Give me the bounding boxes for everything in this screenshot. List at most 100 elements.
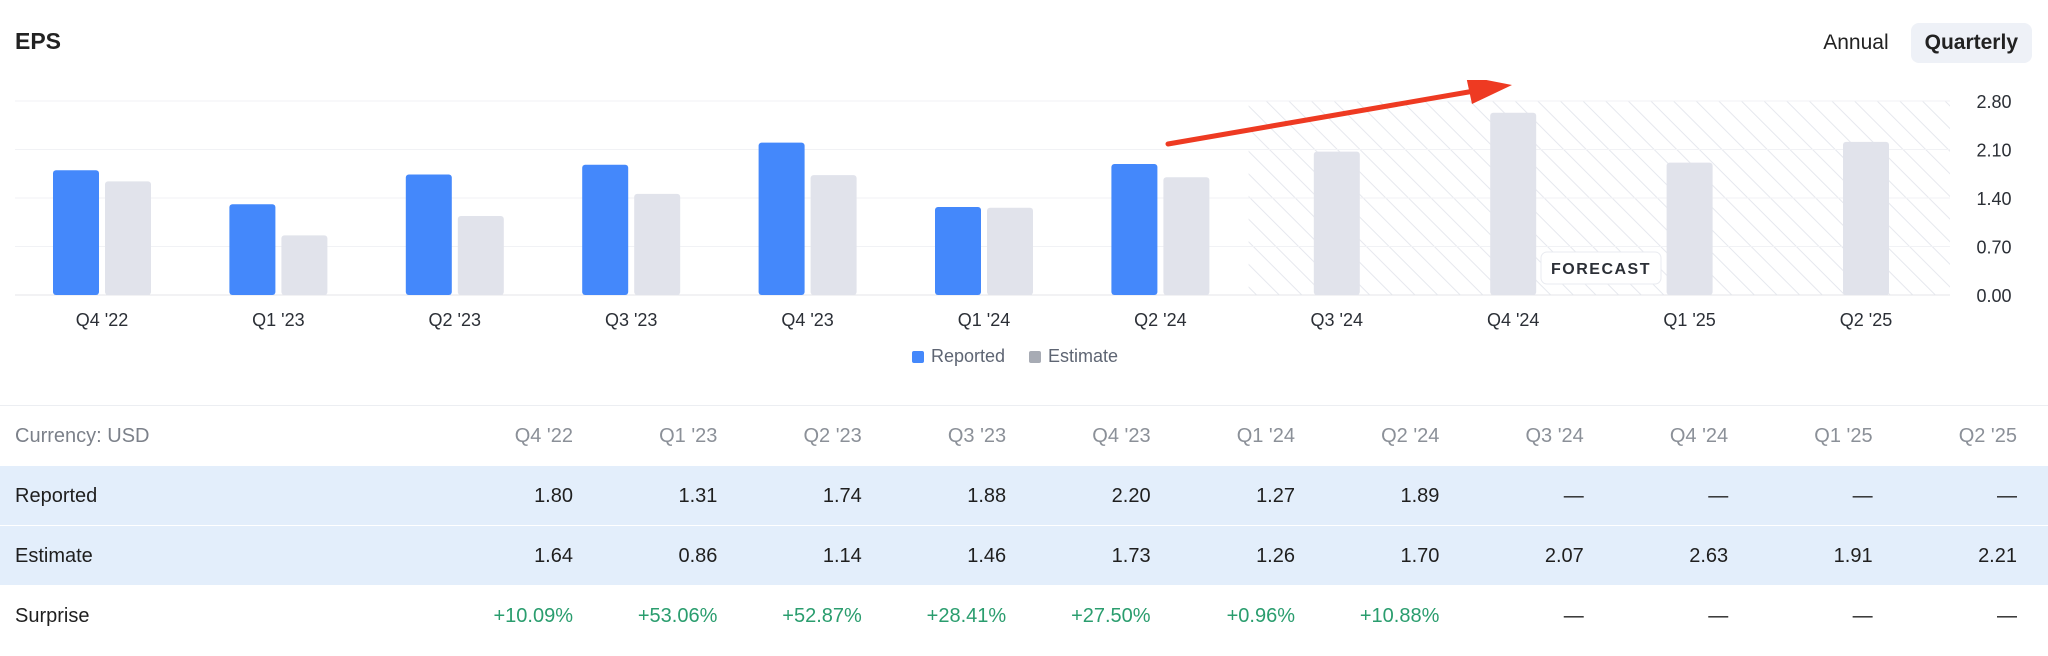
y-tick-label: 1.40 xyxy=(1976,189,2011,209)
row-label-surprise: Surprise xyxy=(15,605,90,627)
table-cell: — xyxy=(1563,485,1584,507)
table-cell: 1.46 xyxy=(967,545,1007,567)
column-header: Q4 '22 xyxy=(514,425,573,447)
bar-reported[interactable] xyxy=(405,174,452,295)
table-cell: 1.14 xyxy=(822,545,862,567)
row-label-reported: Reported xyxy=(15,485,98,507)
table-cell: 1.70 xyxy=(1400,545,1440,567)
table-cell: 1.74 xyxy=(822,485,862,507)
currency-label: Currency: USD xyxy=(15,425,150,447)
table-cell: +52.87% xyxy=(782,605,862,627)
bar-estimate[interactable] xyxy=(1666,162,1713,295)
column-header: Q3 '23 xyxy=(947,425,1007,447)
eps-bar-chart: Q4 '22 Q1 '23 Q2 '23 Q3 '23 Q4 '23 Q1 '24 Q2 '… xyxy=(15,80,2012,330)
forecast-badge: FORECAST xyxy=(1540,251,1662,285)
table-cell: 2.63 xyxy=(1689,545,1729,567)
bar-estimate[interactable] xyxy=(281,235,328,295)
bar-estimate[interactable] xyxy=(987,207,1033,295)
column-header: Q3 '24 xyxy=(1525,425,1584,447)
column-header: Q2 '23 xyxy=(803,425,862,447)
table-cell: — xyxy=(1708,485,1729,507)
y-tick-label: 0.00 xyxy=(1976,286,2011,306)
x-tick-label: Q3 '23 xyxy=(605,310,657,330)
annual-toggle-button[interactable]: Annual xyxy=(1823,31,1889,54)
legend-item-reported[interactable]: Reported xyxy=(911,346,1006,367)
x-tick-label: Q1 '25 xyxy=(1663,310,1715,330)
estimate-swatch-icon xyxy=(1029,350,1042,363)
table-cell: +10.88% xyxy=(1359,605,1440,627)
legend-label-estimate: Estimate xyxy=(1048,346,1119,366)
x-tick-label: Q4 '22 xyxy=(76,310,128,330)
legend-label-reported: Reported xyxy=(930,346,1006,366)
bar-estimate[interactable] xyxy=(1843,141,1889,295)
table-cell: +28.41% xyxy=(926,605,1007,627)
table-cell: — xyxy=(1852,605,1873,627)
bar-reported[interactable] xyxy=(582,164,629,295)
table-cell: 1.89 xyxy=(1400,485,1440,507)
y-tick-label: 0.70 xyxy=(1976,238,2011,258)
x-tick-label: Q2 '25 xyxy=(1840,310,1892,330)
x-tick-label: Q4 '24 xyxy=(1487,310,1539,330)
table-cell: — xyxy=(1997,485,2017,507)
x-tick-label: Q1 '23 xyxy=(252,310,304,330)
table-cell: 1.27 xyxy=(1256,485,1295,507)
table-row-reported: Reported 1.80 1.31 1.74 1.88 2.20 1.27 1.89 — — —… xyxy=(0,466,2048,526)
bar-estimate[interactable] xyxy=(1490,112,1537,296)
x-tick-label: Q3 '24 xyxy=(1311,310,1363,330)
table-cell: +27.50% xyxy=(1071,605,1151,627)
table-row-surprise: Surprise +10.09% +53.06% +52.87% +28.41% +27… xyxy=(0,586,2048,646)
quarterly-toggle-button[interactable]: Quarterly xyxy=(1910,23,2032,63)
bar-estimate[interactable] xyxy=(810,175,857,295)
x-tick-label: Q2 '24 xyxy=(1134,310,1186,330)
bar-reported[interactable] xyxy=(935,207,981,295)
trend-arrow xyxy=(1165,80,1512,147)
legend-item-estimate[interactable]: Estimate xyxy=(1029,346,1118,367)
column-header: Q1 '23 xyxy=(659,425,718,447)
chart-legend: Reported Estimate xyxy=(0,346,2030,367)
period-toggle: Annual Quarterly xyxy=(1809,22,2032,64)
y-tick-label: 2.10 xyxy=(1976,141,2011,161)
column-header: Q2 '25 xyxy=(1958,425,2017,447)
table-cell: +10.09% xyxy=(493,605,573,627)
table-cell: 1.73 xyxy=(1111,545,1151,567)
table-cell: — xyxy=(1997,605,2017,627)
x-tick-label: Q4 '23 xyxy=(781,310,833,330)
x-tick-label: Q1 '24 xyxy=(958,310,1010,330)
bar-estimate[interactable] xyxy=(457,216,504,295)
table-cell: 1.26 xyxy=(1256,545,1295,567)
row-label-estimate: Estimate xyxy=(15,545,93,567)
bar-estimate[interactable] xyxy=(1163,177,1210,295)
table-cell: 1.91 xyxy=(1833,545,1873,567)
bar-estimate[interactable] xyxy=(634,193,681,295)
table-cell: — xyxy=(1708,605,1729,627)
y-tick-label: 2.80 xyxy=(1976,92,2011,112)
table-cell: — xyxy=(1563,605,1584,627)
bar-reported[interactable] xyxy=(758,142,805,295)
bar-estimate[interactable] xyxy=(1313,151,1360,295)
table-cell: 0.86 xyxy=(678,545,718,567)
column-header: Q1 '25 xyxy=(1814,425,1873,447)
forecast-label: FORECAST xyxy=(1551,261,1651,278)
bar-reported[interactable] xyxy=(53,170,99,295)
table-cell: +53.06% xyxy=(637,605,718,627)
table-cell: 1.31 xyxy=(678,485,718,507)
table-cell: 2.07 xyxy=(1544,545,1584,567)
table-cell: 1.64 xyxy=(534,545,573,567)
reported-swatch-icon xyxy=(911,350,924,363)
table-cell: 1.80 xyxy=(534,485,573,507)
table-cell: 1.88 xyxy=(967,485,1007,507)
bar-reported[interactable] xyxy=(229,204,276,295)
bar-estimate[interactable] xyxy=(105,181,151,295)
table-cell: 2.20 xyxy=(1111,485,1151,507)
table-cell: — xyxy=(1852,485,1873,507)
bar-reported[interactable] xyxy=(1111,164,1158,295)
column-header: Q4 '24 xyxy=(1669,425,1729,447)
column-header: Q1 '24 xyxy=(1236,425,1295,447)
column-header: Q2 '24 xyxy=(1381,425,1440,447)
table-row-estimate: Estimate 1.64 0.86 1.14 1.46 1.73 1.26 1.70 2.0… xyxy=(0,526,2048,586)
table-cell: 2.21 xyxy=(1978,545,2017,567)
table-header-row: Currency: USD Q4 '22 Q1 '23 Q2 '23 Q3 '23 Q4… xyxy=(0,406,2048,466)
eps-table: Currency: USD Q4 '22 Q1 '23 Q2 '23 Q3 '23 Q4… xyxy=(0,405,2048,646)
column-header: Q4 '23 xyxy=(1092,425,1151,447)
x-tick-label: Q2 '23 xyxy=(429,310,481,330)
